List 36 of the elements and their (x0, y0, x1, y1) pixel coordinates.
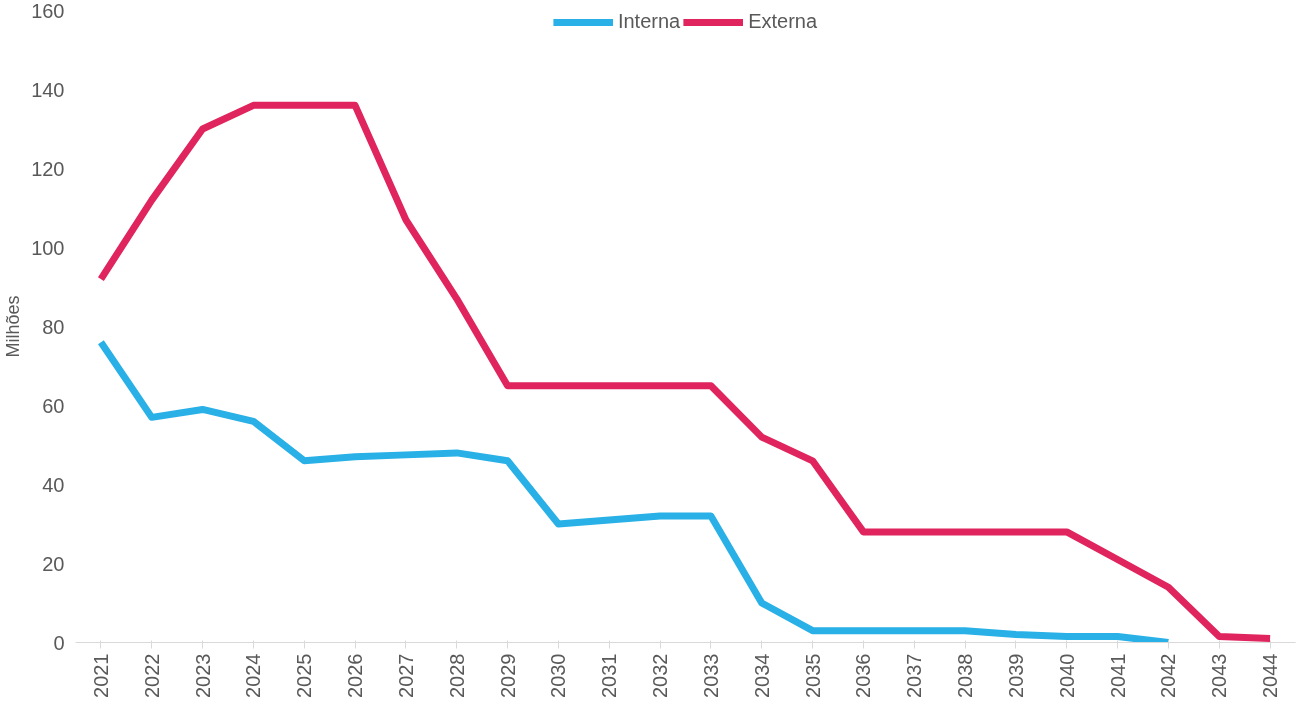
y-tick-label: 120 (31, 157, 65, 180)
y-tick-label: 140 (31, 78, 65, 101)
x-tick-label: 2039 (1004, 653, 1027, 698)
x-tick-label: 2034 (750, 653, 773, 698)
x-tick-label: 2036 (852, 653, 875, 698)
y-tick-label: 100 (31, 236, 65, 259)
x-tick-label: 2044 (1259, 653, 1282, 698)
y-tick-label: 0 (53, 631, 65, 654)
x-tick-label: 2033 (699, 653, 722, 698)
x-tick-label: 2021 (89, 653, 112, 698)
x-tick-label: 2043 (1208, 653, 1231, 698)
x-tick-label: 2037 (903, 653, 926, 698)
x-tick-label: 2041 (1106, 653, 1129, 698)
x-tick-label: 2023 (191, 653, 214, 698)
y-tick-label: 80 (42, 315, 65, 338)
x-tick-label: 2024 (242, 653, 265, 698)
x-tick-label: 2042 (1157, 653, 1180, 698)
y-tick-label: 20 (42, 552, 65, 575)
x-tick-label: 2022 (140, 653, 163, 698)
x-tick-label: 2025 (293, 653, 316, 698)
y-axis-title: Milhões (3, 295, 24, 358)
x-tick-label: 2040 (1055, 653, 1078, 698)
x-tick-label: 2032 (649, 653, 672, 698)
y-tick-label: 60 (42, 394, 65, 417)
y-tick-label: 40 (42, 473, 65, 496)
x-tick-label: 2031 (598, 653, 621, 698)
x-tick-label: 2027 (394, 653, 417, 698)
x-tick-label: 2030 (547, 653, 570, 698)
x-tick-label: 2026 (344, 653, 367, 698)
y-tick-label: 160 (31, 0, 65, 22)
legend-label: Interna (617, 10, 681, 33)
legend-label: Externa (748, 10, 818, 33)
x-tick-label: 2035 (801, 653, 824, 698)
x-tick-label: 2038 (954, 653, 977, 698)
x-tick-label: 2028 (445, 653, 468, 698)
x-tick-label: 2029 (496, 653, 519, 698)
